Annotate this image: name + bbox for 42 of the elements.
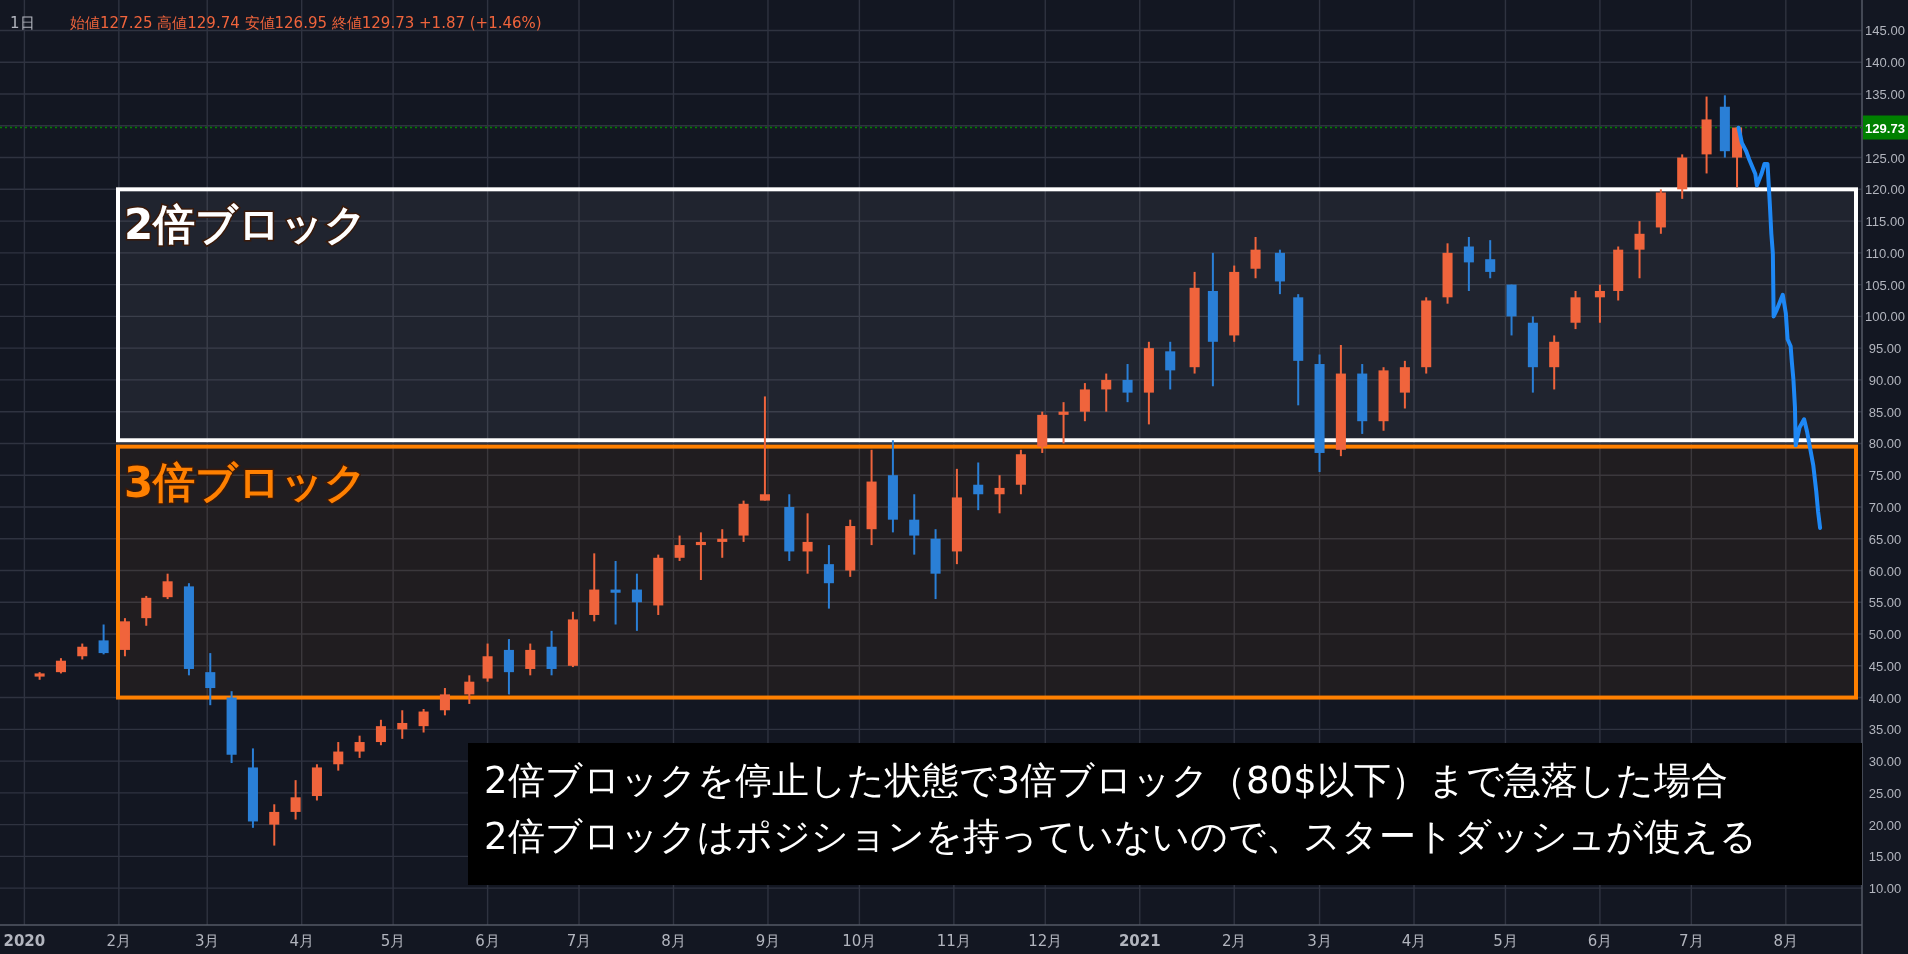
candlestick bbox=[464, 674, 475, 705]
candlestick bbox=[162, 572, 173, 601]
candlestick bbox=[333, 741, 344, 772]
candlestick bbox=[269, 803, 280, 847]
candlestick bbox=[1079, 382, 1090, 423]
candlestick bbox=[439, 687, 450, 717]
candlestick bbox=[610, 559, 621, 626]
candlestick bbox=[503, 638, 514, 696]
candlestick bbox=[1485, 239, 1496, 280]
candlestick bbox=[205, 652, 216, 707]
annotation: 2倍ブロックはポジションを持っていないので、スタートダッシュが使える bbox=[484, 815, 1757, 858]
candlestick bbox=[546, 629, 557, 677]
candlestick bbox=[1634, 220, 1645, 280]
candlestick bbox=[1058, 401, 1069, 445]
candlestick bbox=[1101, 372, 1112, 413]
candlestick bbox=[375, 718, 386, 747]
candlestick bbox=[1463, 235, 1474, 292]
candlestick bbox=[717, 528, 728, 559]
title: 1日 bbox=[10, 14, 35, 32]
candlestick bbox=[823, 544, 834, 610]
candlestick bbox=[1122, 363, 1133, 404]
candlestick bbox=[525, 642, 536, 677]
candlestick bbox=[631, 572, 642, 632]
candlestick bbox=[674, 534, 685, 562]
candlestick bbox=[290, 779, 301, 821]
candlestick bbox=[909, 493, 920, 556]
candlestick bbox=[994, 474, 1005, 515]
candlestick bbox=[354, 734, 365, 759]
candlestick bbox=[1594, 283, 1605, 324]
candlestick bbox=[418, 708, 429, 734]
candlestick bbox=[482, 642, 493, 683]
candlestick bbox=[973, 461, 984, 512]
candlestick bbox=[1165, 340, 1176, 391]
candlestick bbox=[1250, 235, 1261, 280]
candlestick bbox=[802, 512, 813, 575]
candlestick bbox=[141, 594, 152, 627]
candlestick bbox=[397, 709, 408, 740]
candlestick bbox=[759, 395, 770, 502]
annotation: 2倍ブロックを停止した状態で3倍ブロック（80$以下）まで急落した場合 bbox=[484, 759, 1728, 802]
candlestick bbox=[98, 623, 109, 656]
candlestick bbox=[695, 531, 706, 582]
subtitle: 始値127.25 高値129.74 安値126.95 終値129.73 +1.87 (+1.46%) bbox=[70, 14, 542, 32]
